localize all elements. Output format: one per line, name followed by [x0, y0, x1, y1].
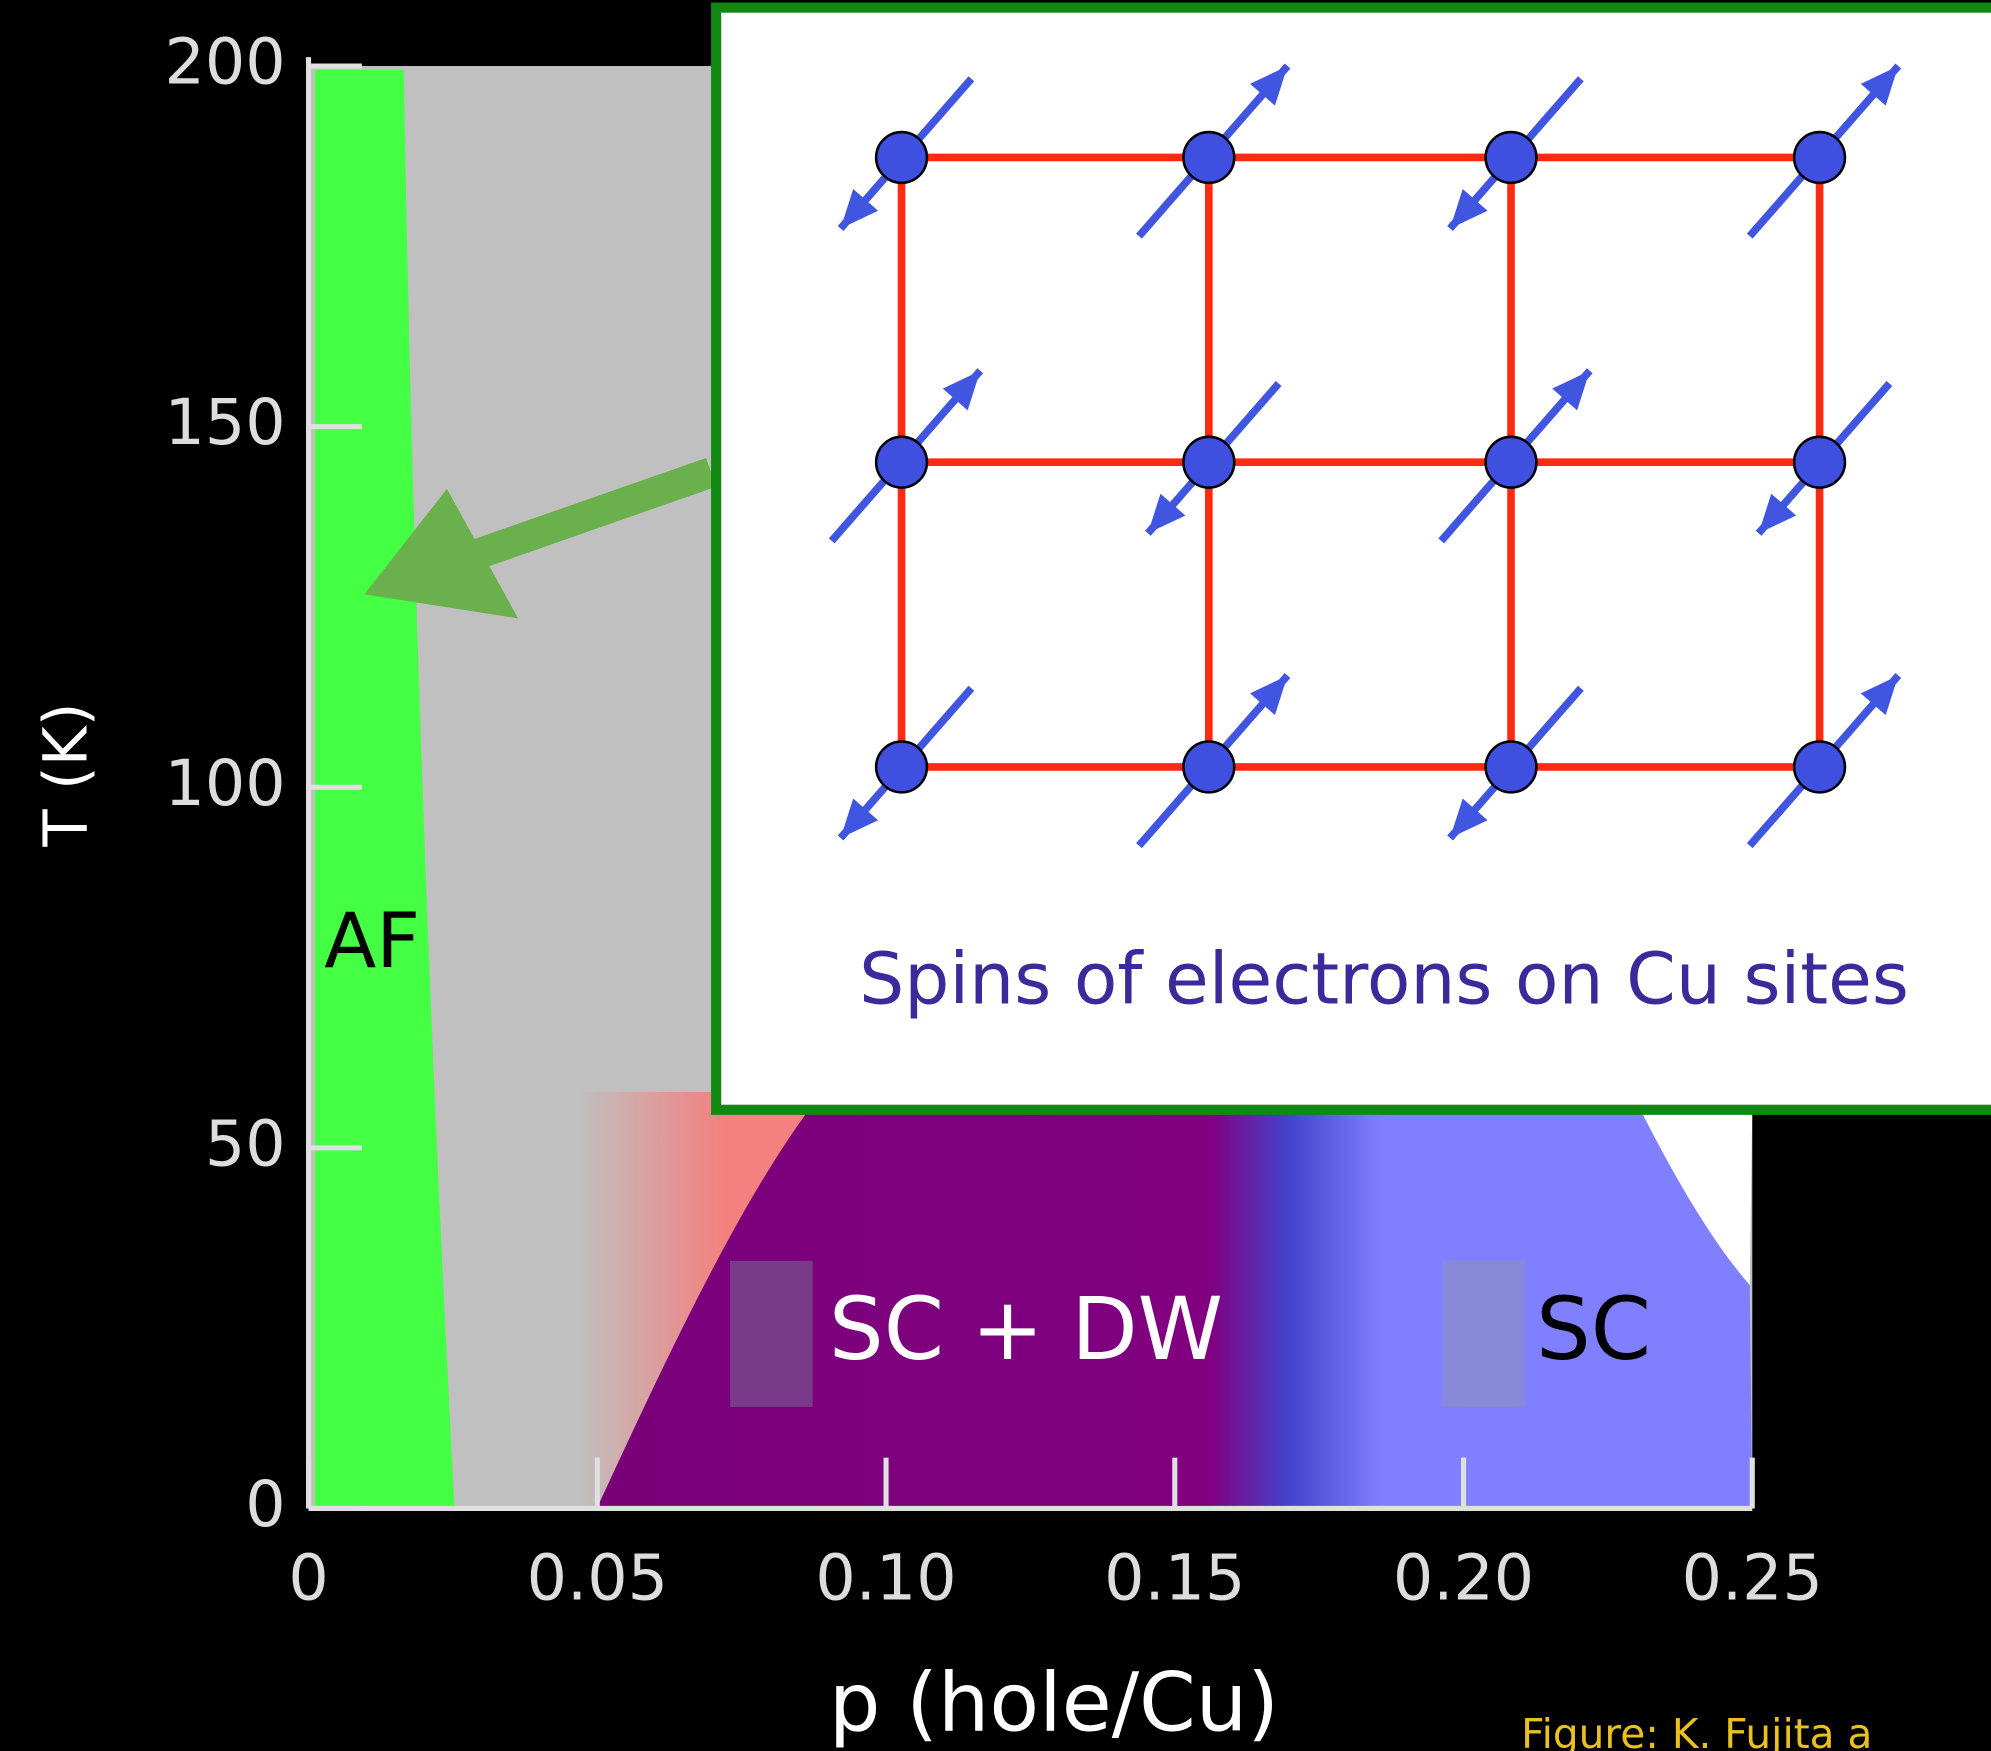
spin-head [840, 189, 879, 229]
y-tick-label: 0 [245, 1467, 285, 1541]
spin-head [1147, 493, 1186, 534]
sc-dome [596, 1104, 1753, 1509]
credit: Figure: K. Fujita a [1521, 1710, 1872, 1751]
y-axis-label: T (K) [30, 702, 101, 847]
normal-region [1637, 1104, 1753, 1285]
inset: Spins of electrons on Cu sites [711, 2, 1991, 1115]
pointer-arrow [452, 457, 717, 576]
cu-site [1792, 130, 1847, 185]
cu-site [1484, 740, 1538, 794]
cu-site [1484, 435, 1538, 489]
label-patch [730, 1260, 813, 1407]
cu-site [1182, 435, 1236, 489]
x-axis-label: p (hole/Cu) [829, 1656, 1279, 1750]
annotation: SC [1536, 1280, 1651, 1380]
spin-head [942, 370, 981, 411]
cu-site [1484, 130, 1538, 185]
spin-head [1250, 675, 1288, 716]
label-patch [1442, 1260, 1525, 1407]
spin-head [1860, 675, 1899, 716]
spin-head [1450, 189, 1488, 229]
cu-site [1792, 740, 1847, 794]
annotation: AF [324, 896, 420, 985]
spin-head [1250, 66, 1288, 106]
x-tick-label: 0 [288, 1541, 328, 1615]
cu-site [1182, 740, 1236, 794]
x-tick-label: 0.25 [1682, 1541, 1823, 1615]
spin-head [1552, 370, 1590, 411]
spin-head [1758, 493, 1797, 534]
annotation: SC + DW [829, 1280, 1223, 1380]
cu-site [874, 130, 929, 185]
cu-site [874, 740, 929, 794]
cu-site [1182, 130, 1236, 185]
x-tick-label: 0.05 [527, 1541, 668, 1615]
spin-head [840, 798, 879, 839]
y-tick-label: 100 [165, 746, 286, 820]
y-tick-label: 150 [165, 385, 286, 459]
x-tick-label: 0.15 [1104, 1541, 1245, 1615]
spin-head [1860, 66, 1899, 106]
pointer-arrowhead [364, 488, 519, 619]
x-tick-label: 0.10 [815, 1541, 956, 1615]
cu-site [1792, 435, 1847, 489]
x-tick-label: 0.20 [1393, 1541, 1534, 1615]
y-tick-label: 50 [205, 1106, 286, 1180]
cu-site [874, 435, 929, 489]
y-tick-label: 200 [165, 25, 286, 99]
spin-head [1450, 798, 1488, 839]
inset-frame [711, 2, 1991, 1115]
inset-caption: Spins of electrons on Cu sites [859, 938, 1909, 1021]
